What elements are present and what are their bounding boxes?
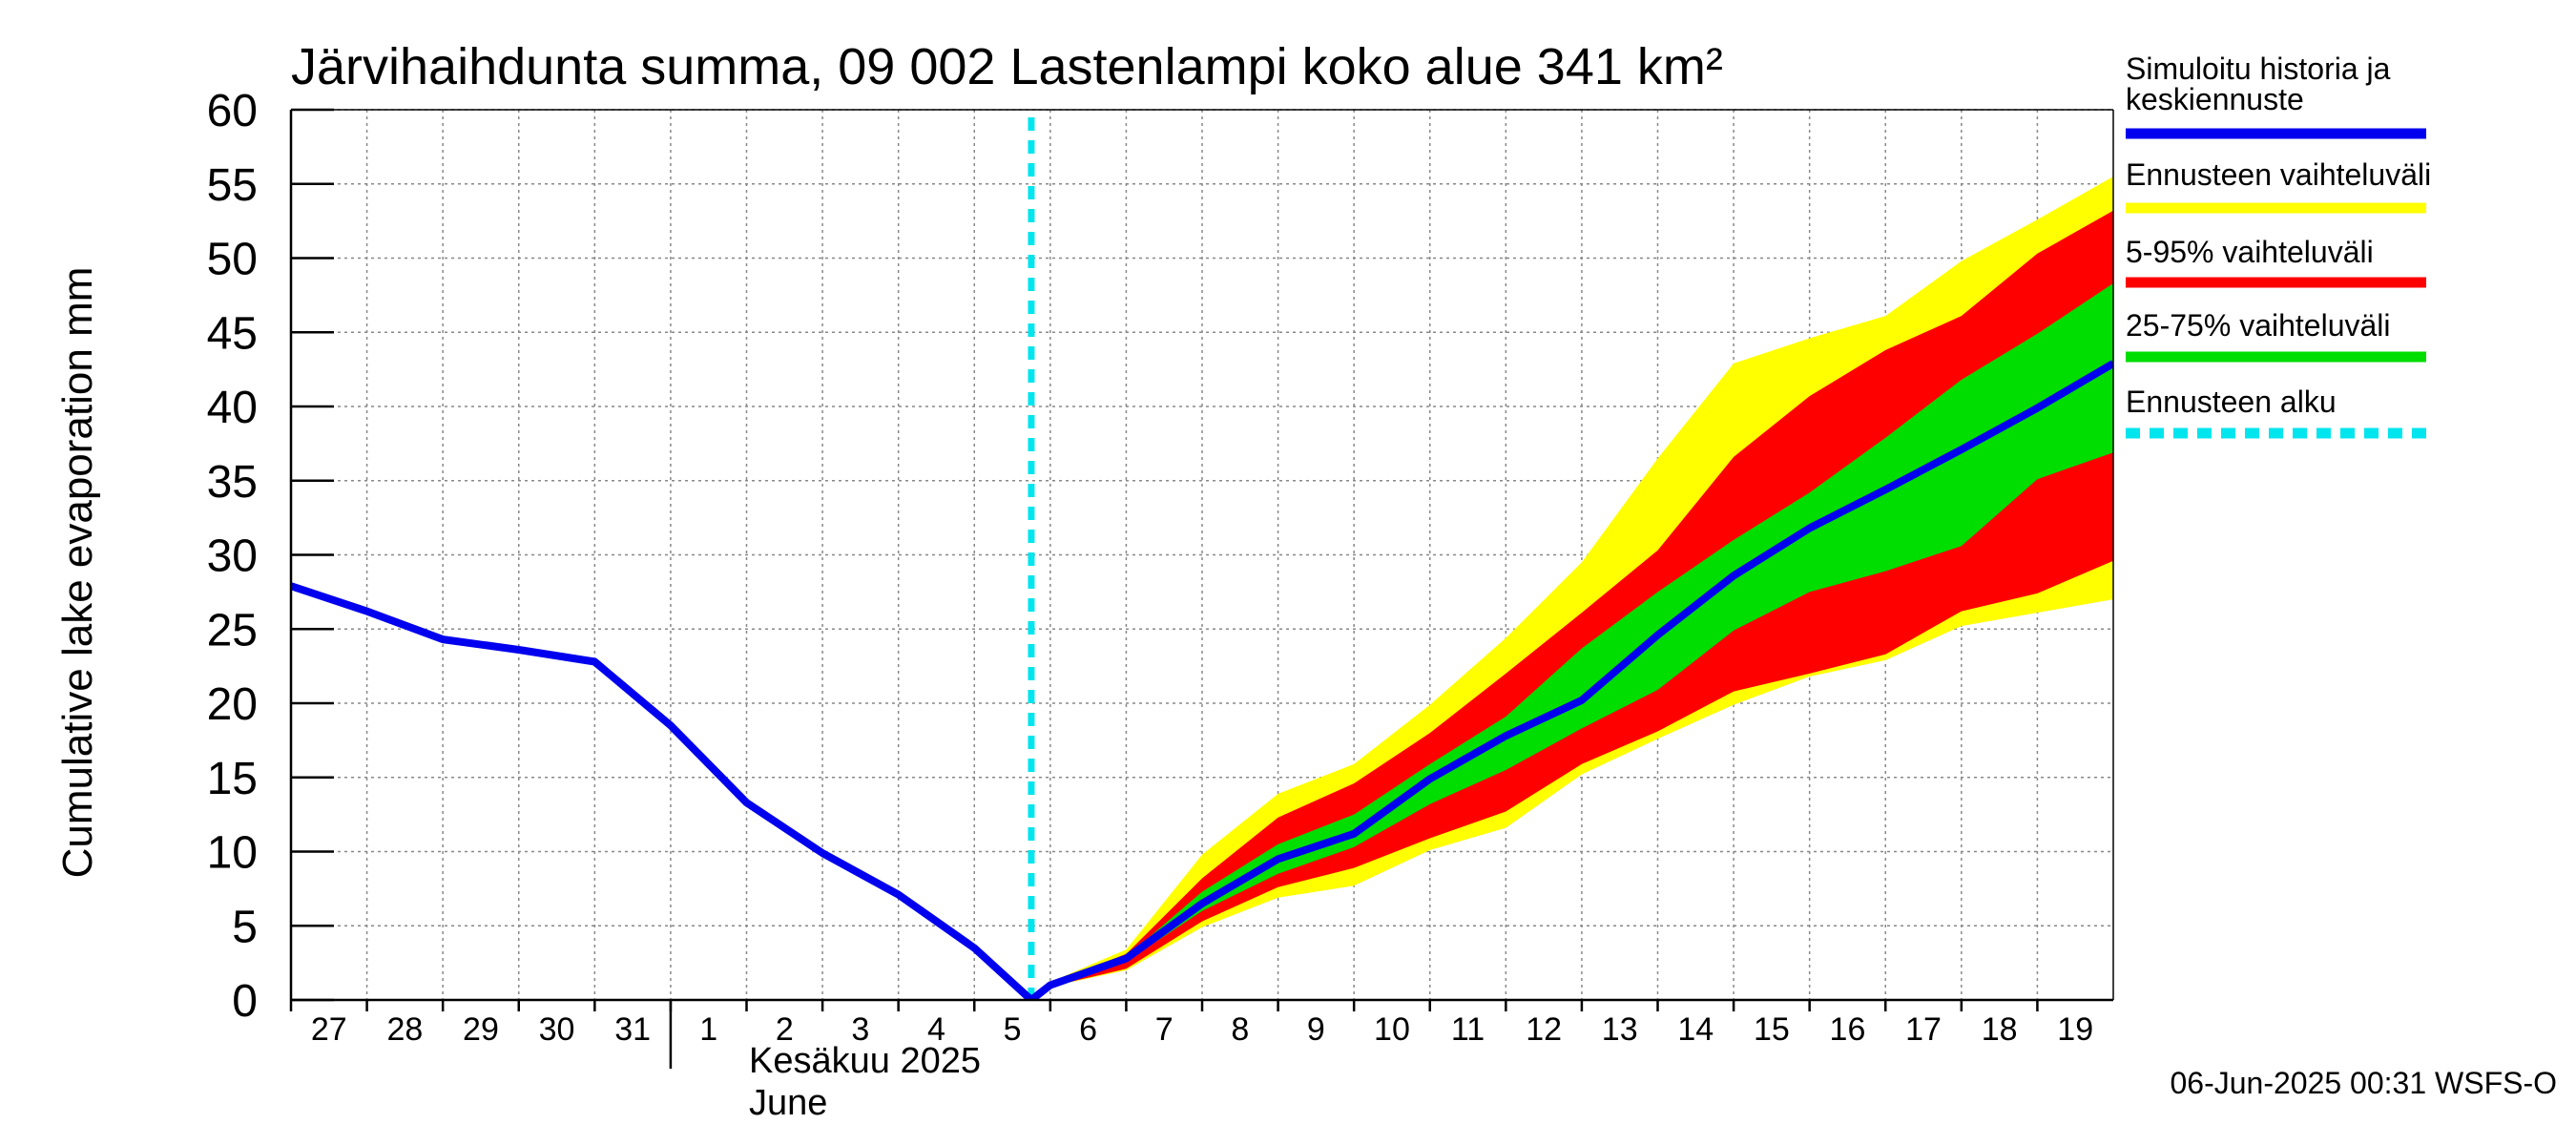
- axes: [289, 108, 2114, 1069]
- x-tick-label: 17: [1905, 1011, 1942, 1048]
- x-tick-label: 29: [463, 1011, 499, 1048]
- x-tick-label: 1: [699, 1011, 717, 1048]
- x-tick-label: 2: [776, 1011, 794, 1048]
- x-tick-label: 4: [927, 1011, 945, 1048]
- x-tick-label: 28: [386, 1011, 423, 1048]
- chart-title: Järvihaihdunta summa, 09 002 Lastenlampi…: [291, 38, 1723, 95]
- band-p5-95: [1030, 210, 2113, 1000]
- y-tick-label: 0: [232, 976, 258, 1027]
- legend-label: Ennusteen vaihteluväli: [2126, 157, 2431, 192]
- y-tick-label: 25: [207, 605, 258, 656]
- series-lines: [291, 117, 2113, 1000]
- x-tick-labels: 27 28 29 30 31 1 2 3 4 5 6 7 8 9 10 11 12 13 14 15 16 17 18 19: [311, 1011, 2093, 1048]
- y-axis-label: Cumulative lake evaporation mm: [54, 267, 101, 879]
- x-tick-label: 11: [1451, 1011, 1485, 1048]
- band-p25-75: [1030, 282, 2113, 1000]
- x-tick-label: 3: [851, 1011, 869, 1048]
- x-tick-label: 8: [1231, 1011, 1249, 1048]
- y-tick-label: 30: [207, 531, 258, 582]
- y-tick-label: 35: [207, 457, 258, 508]
- x-tick-label: 10: [1374, 1011, 1410, 1048]
- y-tick-label: 20: [207, 679, 258, 730]
- y-tick-label: 45: [207, 308, 258, 359]
- legend-label: 25-75% vaihteluväli: [2126, 308, 2391, 343]
- x-tick-label: 13: [1602, 1011, 1638, 1048]
- x-tick-label: 31: [614, 1011, 651, 1048]
- month-label-en: June: [749, 1083, 827, 1123]
- legend-label: Ennusteen alku: [2126, 385, 2337, 419]
- x-tick-label: 5: [1004, 1011, 1022, 1048]
- x-tick-label: 19: [2057, 1011, 2093, 1048]
- x-tick-label: 9: [1307, 1011, 1325, 1048]
- y-tick-labels: 0 5 10 15 20 25 30 35 40 45 50 55 60: [207, 86, 258, 1027]
- y-tick-label: 15: [207, 754, 258, 804]
- x-tick-label: 30: [539, 1011, 575, 1048]
- legend-label: keskiennuste: [2126, 82, 2304, 116]
- y-tick-label: 50: [207, 235, 258, 285]
- legend-label: Simuloitu historia ja: [2126, 52, 2391, 86]
- x-tick-label: 16: [1830, 1011, 1866, 1048]
- x-tick-label: 14: [1677, 1011, 1714, 1048]
- y-tick-label: 55: [207, 160, 258, 211]
- x-tick-label: 12: [1526, 1011, 1562, 1048]
- x-tick-label: 7: [1155, 1011, 1174, 1048]
- x-tick-label: 15: [1754, 1011, 1790, 1048]
- y-tick-label: 40: [207, 383, 258, 433]
- month-label-fi: Kesäkuu 2025: [749, 1041, 981, 1081]
- x-tick-label: 27: [311, 1011, 347, 1048]
- series-simulated-history-mean: [291, 360, 2113, 1000]
- legend-label: 5-95% vaihteluväli: [2126, 235, 2374, 269]
- y-tick-label: 10: [207, 828, 258, 879]
- timestamp-footer: 06-Jun-2025 00:31 WSFS-O: [2170, 1066, 2557, 1100]
- x-tick-label: 6: [1079, 1011, 1097, 1048]
- y-tick-label: 60: [207, 86, 258, 136]
- forecast-bands: [1030, 177, 2113, 1000]
- x-tick-label: 18: [1982, 1011, 2018, 1048]
- y-tick-label: 5: [232, 902, 258, 952]
